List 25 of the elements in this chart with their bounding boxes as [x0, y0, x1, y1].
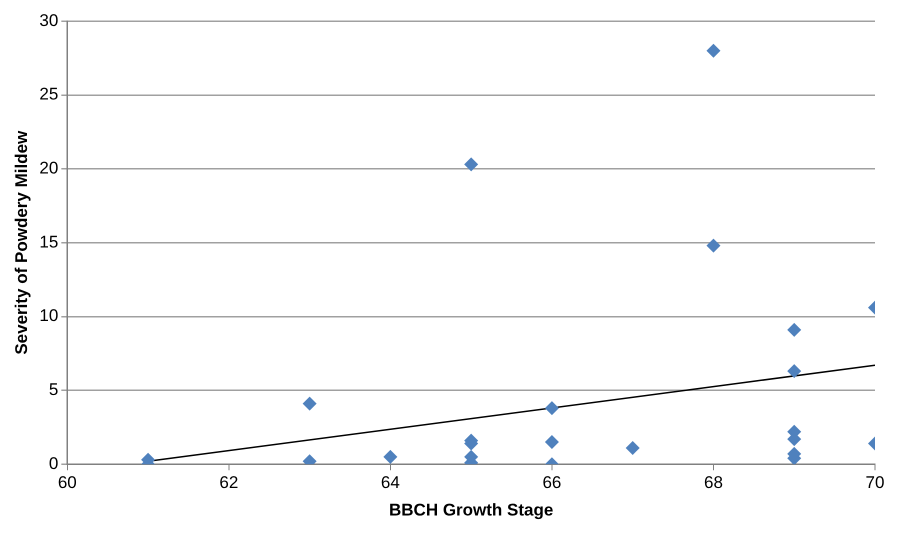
y-tick-label: 0	[48, 454, 58, 473]
point	[544, 435, 559, 450]
y-tick-label: 5	[48, 380, 58, 400]
point	[787, 364, 802, 378]
x-tick-label: 62	[219, 473, 238, 492]
point	[787, 322, 802, 337]
point	[383, 450, 398, 464]
y-tick-label: 10	[39, 306, 58, 326]
point	[626, 440, 640, 455]
y-axis-title: Severity of Powdery Mildew	[12, 130, 31, 355]
point	[544, 401, 559, 416]
point	[706, 238, 720, 253]
point	[706, 44, 720, 58]
point	[302, 396, 317, 411]
y-tick-label: 20	[39, 158, 58, 178]
x-tick-label: 70	[866, 473, 884, 492]
x-tick-label: 64	[380, 473, 400, 492]
x-tick-label: 60	[58, 473, 77, 492]
y-tick-label: 15	[39, 232, 58, 252]
x-tick-label: 68	[704, 473, 723, 492]
y-tick-label: 25	[39, 84, 58, 104]
x-tick-label: 66	[542, 473, 562, 492]
x-axis-title: BBCH Growth Stage	[388, 500, 554, 520]
y-tick-label: 30	[39, 10, 58, 30]
point	[464, 157, 478, 172]
